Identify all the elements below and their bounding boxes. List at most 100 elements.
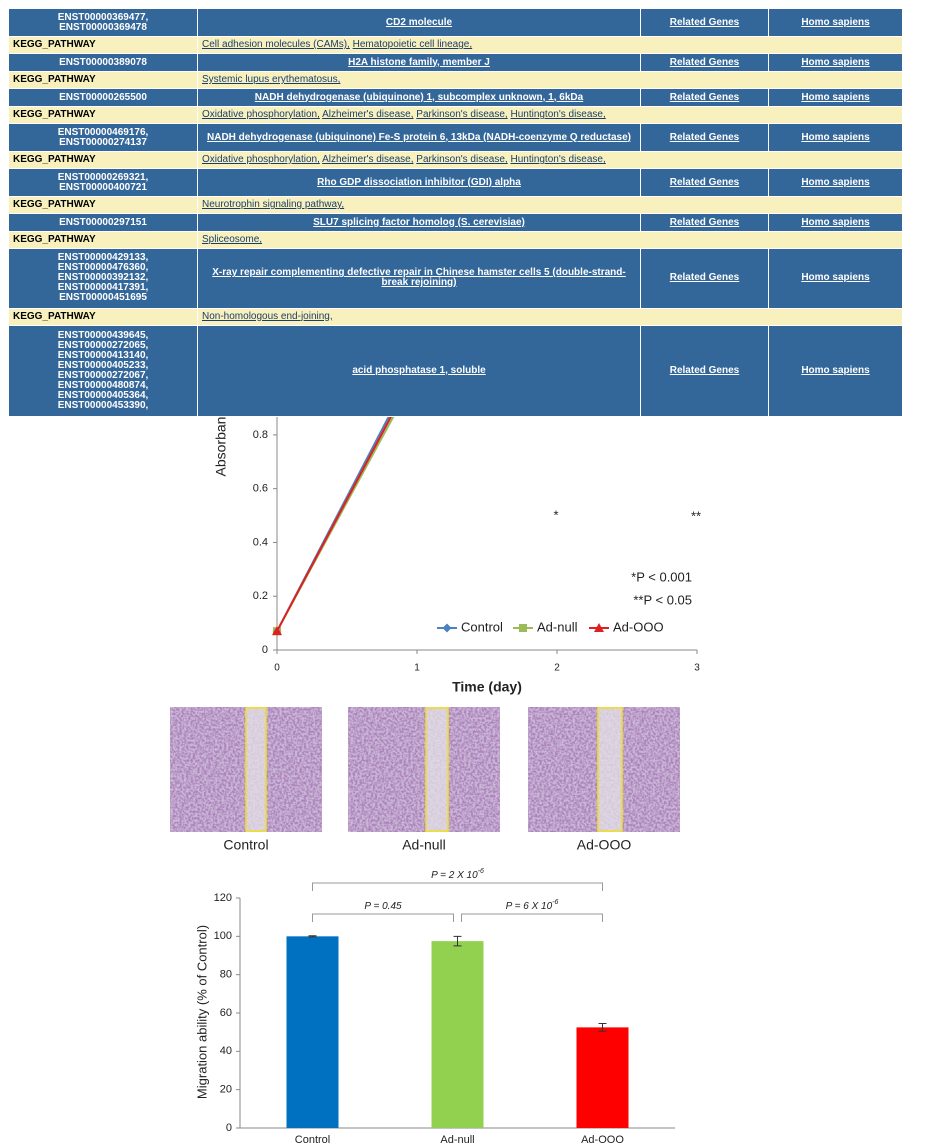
name-cell: NADH dehydrogenase (ubiquinone) 1, subco… <box>197 88 641 107</box>
kegg-label: KEGG_PATHWAY <box>8 36 198 54</box>
pathway-cell: Neurotrophin signaling pathway, <box>197 196 902 214</box>
transcript-id: ENST00000480874, <box>57 379 149 391</box>
pathway-link[interactable]: Parkinson's disease, <box>416 154 508 165</box>
name-cell: SLU7 splicing factor homolog (S. cerevis… <box>197 213 641 232</box>
pathway-link[interactable]: Systemic lupus erythematosus, <box>202 74 341 85</box>
pathway-link[interactable]: Alzheimer's disease, <box>322 109 414 120</box>
marker <box>519 624 527 632</box>
species-link[interactable]: Homo sapiens <box>801 91 870 103</box>
error-bar <box>308 935 317 938</box>
transcript-id: ENST00000272067, <box>57 369 149 381</box>
species-cell: Homo sapiens <box>768 213 902 232</box>
pathway-link[interactable]: Neurotrophin signaling pathway, <box>202 199 345 210</box>
related-cell: Related Genes <box>640 123 769 152</box>
gene-row: ENST00000265500 NADH dehydrogenase (ubiqu… <box>8 88 902 107</box>
kegg-row: KEGG_PATHWAY Oxidative phosphorylation, A… <box>8 151 902 169</box>
species-cell: Homo sapiens <box>768 8 902 37</box>
gene-name-link[interactable]: H2A histone family, member J <box>348 56 490 68</box>
gene-row: ENST00000469176, ENST00000274137 NADH dehy… <box>8 123 902 152</box>
transcript-id: ENST00000451695 <box>59 292 147 304</box>
related-cell: Related Genes <box>640 8 769 37</box>
gene-name-link[interactable]: X-ray repair complementing defective rep… <box>212 267 626 289</box>
pathway-cell: Spliceosome, <box>197 231 902 249</box>
legend-label: Ad-null <box>537 619 578 634</box>
species-link[interactable]: Homo sapiens <box>801 216 870 228</box>
gene-row: ENST00000369477, ENST00000369478 CD2 molec… <box>8 8 902 37</box>
id-cell: ENST00000439645, ENST00000272065, ENST0000… <box>8 324 198 417</box>
id-cell: ENST00000269321, ENST00000400721 <box>8 168 198 197</box>
gene-row: ENST00000389078 H2A histone family, membe… <box>8 53 902 72</box>
pathway-link[interactable]: Cell adhesion molecules (CAMs), <box>202 39 350 50</box>
gene-name-link[interactable]: NADH dehydrogenase (ubiquinone) 1, subco… <box>254 91 584 103</box>
micrograph-label: Control <box>223 837 268 853</box>
pathway-link[interactable]: Oxidative phosphorylation, <box>202 154 320 165</box>
pathway-link[interactable]: Hematopoietic cell lineage, <box>352 39 473 50</box>
transcript-id: ENST00000476360, <box>57 262 149 274</box>
gene-name-link[interactable]: SLU7 splicing factor homolog (S. cerevis… <box>313 216 525 228</box>
related-genes-link[interactable]: Related Genes <box>669 176 740 188</box>
species-link[interactable]: Homo sapiens <box>801 16 870 28</box>
p-value: P = 2 X 10-6 <box>431 868 484 881</box>
error-bar <box>598 1023 607 1032</box>
related-genes-link[interactable]: Related Genes <box>669 131 740 143</box>
species-link[interactable]: Homo sapiens <box>801 364 870 376</box>
transcript-id: ENST00000453390, <box>57 399 149 411</box>
pathway-link[interactable]: Alzheimer's disease, <box>322 154 414 165</box>
pathway-link[interactable]: Spliceosome, <box>202 234 263 245</box>
error-bar <box>453 935 462 947</box>
y-tick-label: 40 <box>220 1045 232 1057</box>
species-cell: Homo sapiens <box>768 123 902 152</box>
legend-label: Control <box>461 619 503 634</box>
pathway-link[interactable]: Oxidative phosphorylation, <box>202 109 320 120</box>
species-link[interactable]: Homo sapiens <box>801 176 870 188</box>
table: ENST00000369477, ENST00000369478 CD2 molec… <box>8 8 902 417</box>
gene-name-link[interactable]: NADH dehydrogenase (ubiquinone) Fe-S pro… <box>207 131 631 143</box>
id-cell: ENST00000265500 <box>8 88 198 107</box>
transcript-id: ENST00000274137 <box>59 136 147 148</box>
species-link[interactable]: Homo sapiens <box>801 131 870 143</box>
kegg-row: KEGG_PATHWAY Spliceosome, <box>8 231 902 249</box>
related-genes-link[interactable]: Related Genes <box>669 91 740 103</box>
species-link[interactable]: Homo sapiens <box>801 272 870 284</box>
related-genes-link[interactable]: Related Genes <box>669 16 740 28</box>
y-tick-label: 120 <box>214 892 232 904</box>
related-genes-link[interactable]: Related Genes <box>669 364 740 376</box>
kegg-label: KEGG_PATHWAY <box>8 71 198 89</box>
micrograph-label: Ad-OOO <box>577 837 632 853</box>
gene-name-link[interactable]: acid phosphatase 1, soluble <box>352 364 486 376</box>
legend-label: Ad-OOO <box>613 619 664 634</box>
x-tick-label: Control <box>295 1134 330 1146</box>
y-tick-label: 0.6 <box>253 483 268 495</box>
related-genes-link[interactable]: Related Genes <box>669 216 740 228</box>
pathway-link[interactable]: Parkinson's disease, <box>416 109 508 120</box>
transcript-id: ENST00000417391, <box>57 282 149 294</box>
bar <box>286 936 339 1128</box>
related-cell: Related Genes <box>640 168 769 197</box>
transcript-id: ENST00000265500 <box>59 91 147 103</box>
name-cell: H2A histone family, member J <box>197 53 641 72</box>
y-tick-label: 80 <box>220 969 232 981</box>
kegg-label: KEGG_PATHWAY <box>8 307 198 326</box>
p-value-exponent: -6 <box>478 868 484 875</box>
pathway-cell: Cell adhesion molecules (CAMs), Hematopo… <box>197 36 902 54</box>
species-link[interactable]: Homo sapiens <box>801 56 870 68</box>
gene-row: ENST00000429133, ENST00000476360, ENST0000… <box>8 248 902 309</box>
related-cell: Related Genes <box>640 248 769 309</box>
pathway-link[interactable]: Non-homologous end-joining, <box>202 310 333 322</box>
marker <box>594 623 604 632</box>
micrograph-label: Ad-null <box>402 837 446 853</box>
transcript-id: ENST00000297151 <box>59 216 147 228</box>
wound-gap <box>246 707 266 832</box>
species-cell: Homo sapiens <box>768 324 902 417</box>
transcript-id: ENST00000439645, <box>57 329 149 341</box>
related-genes-link[interactable]: Related Genes <box>669 56 740 68</box>
pathway-link[interactable]: Huntington's disease, <box>510 109 606 120</box>
gene-name-link[interactable]: CD2 molecule <box>385 16 453 28</box>
gene-name-link[interactable]: Rho GDP dissociation inhibitor (GDI) alp… <box>317 176 521 188</box>
bar <box>431 941 484 1128</box>
transcript-id: ENST00000413140, <box>57 349 149 361</box>
gap-outline <box>245 707 267 832</box>
pathway-link[interactable]: Huntington's disease, <box>510 154 606 165</box>
related-genes-link[interactable]: Related Genes <box>669 272 740 284</box>
